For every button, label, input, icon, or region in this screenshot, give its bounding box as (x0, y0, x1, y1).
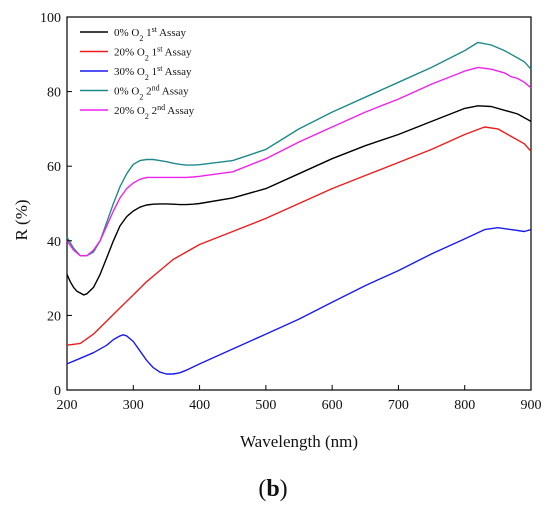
legend-entry-1: 0% O2 1st Assay (114, 25, 186, 43)
panel-label-open: ( (258, 476, 266, 502)
x-axis-title: Wavelength (nm) (240, 432, 358, 451)
legend-text-sup: nd (157, 103, 165, 112)
legend-text-sup: st (157, 44, 163, 53)
x-tick-label: 200 (57, 398, 78, 413)
y-tick-label: 40 (47, 235, 61, 250)
axis-ticks: 200 300 400 500 600 700 800 900 0 20 40 60 80 100 (40, 11, 542, 413)
legend-text-sub: 2 (145, 73, 149, 82)
legend-text-post: Assay (162, 47, 192, 59)
series-line-2 (66, 126, 532, 346)
plot-area-frame (66, 16, 532, 391)
x-tick-label: 800 (454, 398, 475, 413)
legend-entry-4: 0% O2 2nd Assay (114, 83, 189, 101)
legend-text-post: Assay (162, 66, 192, 78)
plot-frame (66, 16, 532, 391)
legend-text-mid: 1 (149, 47, 157, 59)
legend-text-post: Assay (157, 27, 187, 39)
y-tick-label: 80 (47, 86, 61, 101)
legend-text-pre: 0% O (114, 86, 139, 98)
y-axis-title: R (%) (12, 199, 31, 240)
y-tick-label: 100 (40, 11, 61, 26)
x-tick-label: 900 (521, 398, 542, 413)
panel-label: (b) (258, 476, 287, 502)
y-tick-label: 20 (47, 309, 61, 324)
legend-text-pre: 0% O (114, 27, 139, 39)
legend-text-sup: st (157, 64, 163, 73)
series-line-5 (66, 66, 532, 257)
legend-text-pre: 30% O (114, 66, 145, 78)
x-tick-label: 300 (123, 398, 144, 413)
series-line-4 (66, 41, 532, 257)
legend-entry-5: 20% O2 2nd Assay (114, 103, 195, 121)
x-tick-label: 700 (388, 398, 409, 413)
legend-text-post: Assay (160, 86, 190, 98)
x-tick-label: 500 (255, 398, 276, 413)
series-lines (66, 41, 532, 375)
panel-label-close: ) (280, 476, 288, 502)
legend-text-pre: 20% O (114, 47, 145, 59)
series-line-1 (66, 105, 532, 296)
legend-text-pre: 20% O (114, 105, 145, 117)
legend-text-sub: 2 (139, 92, 143, 101)
legend-text-mid: 2 (149, 105, 157, 117)
panel-label-letter: b (266, 476, 279, 502)
legend-text-sub: 2 (145, 53, 149, 62)
legend-text-sub: 2 (139, 34, 143, 43)
x-tick-label: 600 (322, 398, 343, 413)
legend-text-sup: nd (152, 83, 160, 92)
y-tick-label: 60 (47, 160, 61, 175)
legend-text-mid: 2 (143, 86, 151, 98)
legend-text-mid: 1 (143, 27, 151, 39)
series-line-3 (66, 227, 532, 375)
legend-text-sup: st (152, 25, 158, 34)
y-tick-label: 0 (54, 384, 61, 399)
legend-entry-2: 20% O2 1st Assay (114, 44, 192, 62)
x-tick-label: 400 (189, 398, 210, 413)
legend-entry-3: 30% O2 1st Assay (114, 64, 192, 82)
legend-text-mid: 1 (149, 66, 157, 78)
legend-text-post: Assay (165, 105, 195, 117)
legend-text-sub: 2 (145, 112, 149, 121)
